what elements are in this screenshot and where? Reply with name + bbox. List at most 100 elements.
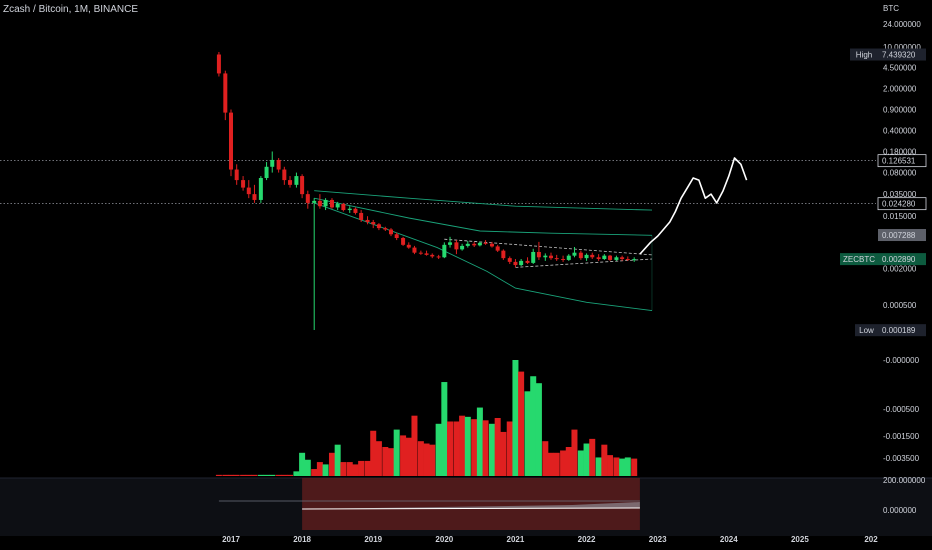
y-tick-label: 0.000500 [883,301,917,310]
candle [501,250,506,259]
histogram-bar [583,443,590,476]
histogram-bar [518,371,525,476]
histogram-bar [601,444,608,476]
histogram-bar [565,447,572,476]
candle [424,253,429,255]
candle [531,251,536,263]
candle [525,260,530,263]
candle [323,199,328,207]
candle [519,260,524,266]
price-tag-value: 0.024280 [882,200,916,209]
histogram-bar [494,418,501,476]
histogram-tick-label: -0.000000 [883,356,920,365]
oscillator-line [302,507,640,510]
price-tag-label: ZECBTC [843,255,875,264]
candle [305,194,310,203]
price-tag-label-bg [855,324,878,337]
histogram-tick-label: -0.001500 [883,432,920,441]
histogram-bar [328,452,335,476]
channel-lower-line [314,202,653,312]
candle [608,255,613,260]
x-tick-label: 2022 [578,535,596,544]
x-tick-label: 2024 [720,535,738,544]
histogram-bar [577,450,584,476]
histogram-bar [340,462,347,476]
price-tag-value: 0.002890 [882,255,916,264]
histogram-bar [435,423,442,476]
currency-unit-label: BTC [883,4,899,13]
candle [406,244,411,248]
candle [389,229,393,235]
price-tag-label-bg [840,253,878,266]
candle [549,255,553,259]
histogram-bar [441,382,448,476]
price-tag-label: Low [859,326,874,335]
candle [460,245,465,250]
candle [234,169,239,181]
histogram-bar [488,423,495,476]
y-tick-label: 0.080000 [883,169,917,178]
histogram-bar [619,458,626,476]
candle [223,73,228,113]
candle [489,243,494,247]
histogram-bar [352,464,359,476]
candle [359,212,364,220]
candle [454,242,459,250]
candle [477,242,482,246]
histogram-bar [322,464,329,476]
histogram-bar [287,474,294,476]
histogram-bar [400,435,407,476]
histogram-bar [245,474,252,476]
candle [241,180,246,188]
x-tick-label: 2018 [293,535,311,544]
histogram-bar [215,474,222,476]
projection-path [639,157,748,255]
histogram-bar [411,415,418,476]
histogram-tick-label: -0.000500 [883,405,920,414]
histogram-bar [429,444,436,476]
price-tag-bg [877,154,927,168]
candle [430,254,435,257]
candle [288,180,293,185]
candle [317,200,322,207]
channel-mid-line [314,197,653,236]
histogram-bar [542,441,549,476]
x-tick-label: 2017 [222,535,240,544]
candle [365,219,370,223]
histogram-bar [375,441,382,476]
histogram-bar [293,471,300,476]
histogram-bar [263,474,270,476]
histogram-bar [405,437,412,476]
candle [353,208,358,213]
y-tick-label: 24.000000 [883,20,921,29]
y-tick-label: 4.500000 [883,64,917,73]
price-tag-label-bg [850,48,878,61]
candle [246,187,251,195]
candle [554,258,559,260]
price-tag-label: High [856,51,872,60]
histogram-bar [311,469,318,476]
y-tick-label: 0.900000 [883,106,917,115]
histogram-bar [358,460,365,476]
price-tag-value: 0.126531 [882,157,916,166]
histogram-bar [240,474,247,476]
histogram-bar [228,474,234,476]
candle [436,256,441,258]
histogram-bar [607,455,614,476]
candle [620,257,625,260]
histogram-bar [535,383,542,476]
candle [507,258,512,262]
histogram-bar [589,438,596,476]
oscillator-tick-label: 200.000000 [883,476,926,485]
candle [294,176,299,185]
triangle-lower-line [515,258,653,268]
histogram-bar [388,448,394,476]
histogram-bar [281,474,288,476]
candle [347,208,352,211]
histogram-bar [624,457,631,476]
histogram-bar [299,452,306,476]
candle [590,254,595,258]
histogram-bar [382,447,389,476]
price-tag-value: 7.439320 [882,51,916,60]
